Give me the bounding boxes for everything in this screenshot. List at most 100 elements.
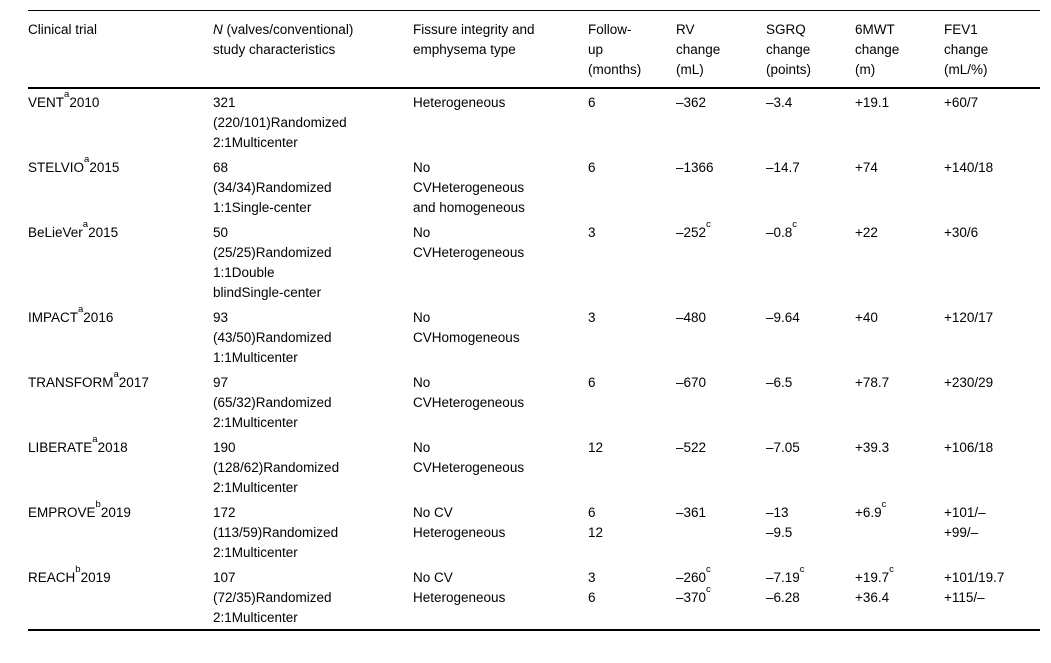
cell-line: CVHomogeneous xyxy=(413,330,520,345)
cell-line: No CV xyxy=(413,505,453,520)
column-header-followup: Follow-up (months) xyxy=(588,10,676,89)
header-line: (months) xyxy=(588,62,642,77)
cell-fev1: +101/19.7 +115/– xyxy=(944,564,1040,630)
cell-line: –260c xyxy=(676,564,711,585)
cell-fissure: No CV Heterogeneous xyxy=(413,564,588,630)
cell-n_study: 68 (34/34)Randomized 1:1Single-center xyxy=(213,154,413,219)
header-line: (mL/%) xyxy=(944,62,988,77)
cell-fissure: No CVHeterogeneous xyxy=(413,434,588,499)
cell-followup: 6 xyxy=(588,154,676,219)
cell-line: 6 xyxy=(588,590,596,605)
cell-line: 2:1Multicenter xyxy=(213,610,298,625)
cell-line: +230/29 xyxy=(944,375,994,390)
header-line: study characteristics xyxy=(213,42,336,57)
table-row: EMPROVEb2019 172 (113/59)Randomized 2:1Mult… xyxy=(28,499,1040,564)
header-line: (points) xyxy=(766,62,812,77)
cell-fissure: No CVHeterogeneous xyxy=(413,369,588,434)
cell-line: –252c xyxy=(676,219,711,240)
cell-line: 2:1Multicenter xyxy=(213,135,298,150)
cell-line: +19.7c xyxy=(855,564,894,585)
footnote-marker: c xyxy=(792,219,798,230)
cell-rv: –361 xyxy=(676,499,766,564)
cell-line: Heterogeneous xyxy=(413,525,506,540)
cell-line: 6 xyxy=(588,95,596,110)
column-header-fev1: FEV1 change (mL/%) xyxy=(944,10,1040,89)
cell-line: CVHeterogeneous xyxy=(413,395,525,410)
cell-mwt: +78.7 xyxy=(855,369,944,434)
cell-line: 321 xyxy=(213,95,236,110)
header-line: Fissure integrity and xyxy=(413,22,535,37)
cell-line: 93 xyxy=(213,310,229,325)
cell-sgrq: –7.19c –6.28 xyxy=(766,564,855,630)
cell-rv: –252c xyxy=(676,219,766,304)
cell-sgrq: –6.5 xyxy=(766,369,855,434)
cell-line: 2:1Multicenter xyxy=(213,545,298,560)
footnote-marker: b xyxy=(75,564,81,575)
cell-line: +99/– xyxy=(944,525,979,540)
cell-line: +115/– xyxy=(944,590,985,605)
cell-line: 1:1Single-center xyxy=(213,200,312,215)
cell-mwt: +74 xyxy=(855,154,944,219)
cell-line: +140/18 xyxy=(944,160,994,175)
cell-line: –370c xyxy=(676,584,711,605)
cell-line: (72/35)Randomized xyxy=(213,590,332,605)
cell-rv: –362 xyxy=(676,88,766,154)
cell-mwt: +40 xyxy=(855,304,944,369)
cell-line: 107 xyxy=(213,570,236,585)
cell-line: +78.7 xyxy=(855,375,890,390)
header-line: change xyxy=(944,42,989,57)
cell-line: –362 xyxy=(676,95,707,110)
column-header-sgrq: SGRQ change (points) xyxy=(766,10,855,89)
cell-rv: –670 xyxy=(676,369,766,434)
table-header: Clinical trial N (valves/conventional) stu… xyxy=(28,10,1040,89)
cell-line: –670 xyxy=(676,375,707,390)
cell-line: –522 xyxy=(676,440,707,455)
cell-line: 2:1Multicenter xyxy=(213,415,298,430)
table-row: REACHb2019 107 (72/35)Randomized 2:1Multice… xyxy=(28,564,1040,630)
table-body: VENTa2010 321 (220/101)Randomized 2:1Multic… xyxy=(28,88,1040,630)
cell-line: No xyxy=(413,440,431,455)
cell-line: No CV xyxy=(413,570,453,585)
cell-mwt: +19.1 xyxy=(855,88,944,154)
cell-line: (65/32)Randomized xyxy=(213,395,332,410)
cell-line: 12 xyxy=(588,440,604,455)
cell-line: +120/17 xyxy=(944,310,994,325)
trial-name-line: REACHb2019 xyxy=(28,564,111,585)
cell-n_study: 93 (43/50)Randomized 1:1Multicenter xyxy=(213,304,413,369)
trial-name-line: BeLieVera2015 xyxy=(28,219,119,240)
cell-line: +36.4 xyxy=(855,590,890,605)
cell-fissure: No CV Heterogeneous xyxy=(413,499,588,564)
cell-fev1: +60/7 xyxy=(944,88,1040,154)
cell-rv: –522 xyxy=(676,434,766,499)
cell-sgrq: –14.7 xyxy=(766,154,855,219)
cell-line: No xyxy=(413,160,431,175)
cell-line: +6.9c xyxy=(855,499,887,520)
cell-line: –7.19c xyxy=(766,564,805,585)
cell-line: –361 xyxy=(676,505,707,520)
cell-line: –3.4 xyxy=(766,95,793,110)
column-header-fissure: Fissure integrity and emphysema type xyxy=(413,10,588,89)
cell-line: and homogeneous xyxy=(413,200,525,215)
cell-followup: 6 xyxy=(588,369,676,434)
cell-line: –480 xyxy=(676,310,707,325)
cell-line: (25/25)Randomized xyxy=(213,245,332,260)
cell-followup: 6 xyxy=(588,88,676,154)
trial-name-line: VENTa2010 xyxy=(28,89,100,110)
cell-sgrq: –7.05 xyxy=(766,434,855,499)
cell-line: 12 xyxy=(588,525,604,540)
cell-line: (220/101)Randomized xyxy=(213,115,347,130)
cell-rv: –1366 xyxy=(676,154,766,219)
cell-line: –0.8c xyxy=(766,219,798,240)
cell-fissure: Heterogeneous xyxy=(413,88,588,154)
cell-line: –6.5 xyxy=(766,375,793,390)
trial-name-line: TRANSFORMa2017 xyxy=(28,369,149,390)
header-line: Follow- xyxy=(588,22,632,37)
cell-trial-name: LIBERATEa2018 xyxy=(28,434,213,499)
cell-line: No xyxy=(413,225,431,240)
table-row: BeLieVera2015 50 (25/25)Randomized 1:1Doubl… xyxy=(28,219,1040,304)
header-line: SGRQ xyxy=(766,22,806,37)
cell-fev1: +106/18 xyxy=(944,434,1040,499)
cell-n_study: 50 (25/25)Randomized 1:1Double blindSingle-… xyxy=(213,219,413,304)
cell-mwt: +6.9c xyxy=(855,499,944,564)
